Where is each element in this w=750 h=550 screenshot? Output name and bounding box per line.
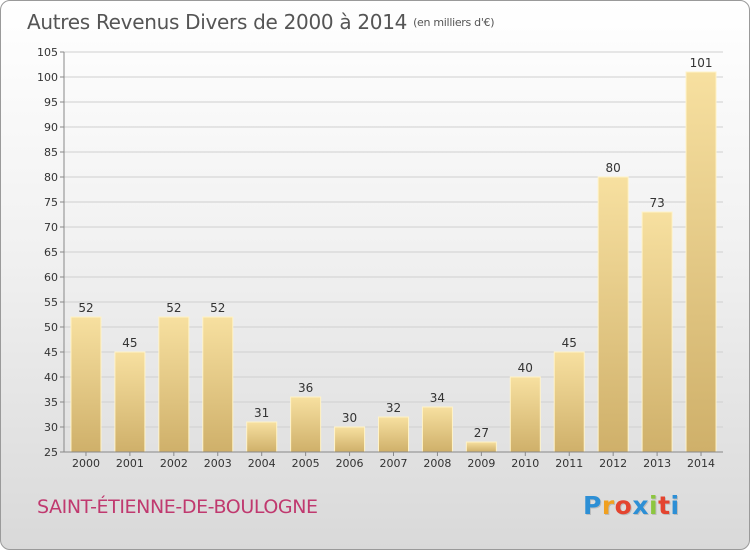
data-label: 73: [649, 196, 664, 210]
data-label: 52: [166, 301, 181, 315]
data-label: 80: [606, 161, 621, 175]
data-label: 36: [298, 381, 313, 395]
x-tick-label: 2011: [555, 457, 583, 470]
bar: [70, 316, 102, 453]
x-tick-label: 2010: [511, 457, 539, 470]
axes: [63, 52, 723, 456]
x-tick-label: 2002: [160, 457, 188, 470]
x-tick-label: 2005: [292, 457, 320, 470]
bar: [597, 176, 629, 453]
x-tick-label: 2008: [423, 457, 451, 470]
x-tick-label: 2004: [248, 457, 276, 470]
bar: [553, 351, 585, 453]
bar: [114, 351, 146, 453]
y-tick-label: 45: [44, 346, 58, 359]
bar: [685, 71, 717, 453]
bar: [158, 316, 190, 453]
y-tick-label: 30: [44, 421, 58, 434]
bar: [202, 316, 234, 453]
value-labels: 52 45 52 52 31 36 30 32 34 27 40 45 80 73 101: [78, 56, 712, 440]
y-tick-label: 70: [44, 221, 58, 234]
proxiti-logo: Proxiti: [583, 491, 680, 520]
bar: [334, 426, 366, 453]
chart-unit: (en milliers d'€): [413, 16, 495, 29]
bar: [421, 406, 453, 453]
x-tick-label: 2012: [599, 457, 627, 470]
y-tick-label: 95: [44, 96, 58, 109]
y-tick-label: 90: [44, 121, 58, 134]
x-tick-label: 2009: [467, 457, 495, 470]
bar: [465, 441, 497, 453]
y-tick-label: 50: [44, 321, 58, 334]
y-tick-label: 65: [44, 246, 58, 259]
commune-name: SAINT-ÉTIENNE-DE-BOULOGNE: [37, 496, 318, 518]
chart-title-text: Autres Revenus Divers de 2000 à 2014: [27, 10, 408, 34]
x-tick-label: 2000: [72, 457, 100, 470]
y-tick-label: 55: [44, 296, 58, 309]
data-label: 32: [386, 401, 401, 415]
y-tick-label: 60: [44, 271, 58, 284]
y-tick-label: 25: [44, 446, 58, 459]
y-tick-label: 35: [44, 396, 58, 409]
bar: [378, 416, 409, 453]
x-tick-label: 2001: [116, 457, 144, 470]
data-label: 45: [562, 336, 577, 350]
logo-letter: r: [601, 491, 615, 520]
bar: [246, 421, 278, 453]
logo-letter: i: [649, 491, 659, 520]
data-label: 40: [518, 361, 533, 375]
data-label: 27: [474, 426, 489, 440]
y-tick-label: 85: [44, 146, 58, 159]
logo-letter: x: [632, 491, 649, 520]
x-tick-label: 2006: [336, 457, 364, 470]
chart-title: Autres Revenus Divers de 2000 à 2014 (en …: [27, 10, 495, 34]
logo-letter: P: [583, 491, 602, 520]
y-tick-label: 75: [44, 196, 58, 209]
y-tick-label: 40: [44, 371, 58, 384]
data-label: 34: [430, 391, 445, 405]
logo-letter: t: [658, 491, 671, 520]
logo-letter: o: [614, 491, 633, 520]
data-label: 52: [78, 301, 93, 315]
x-tick-label: 2013: [643, 457, 671, 470]
data-label: 30: [342, 411, 357, 425]
y-tick-label: 100: [37, 71, 58, 84]
x-tick-label: 2014: [687, 457, 715, 470]
x-tick-labels: 2000 2001 2002 2003 2004 2005 2006 2007 2008 2009…: [72, 457, 715, 470]
x-tick-label: 2007: [380, 457, 408, 470]
bar: [641, 211, 673, 453]
bar: [509, 376, 541, 453]
bars: [70, 71, 717, 453]
data-label: 52: [210, 301, 225, 315]
y-tick-label: 80: [44, 171, 58, 184]
y-tick-labels: 25 30 35 40 45 50 55 60 65 70 75 80 85 90 95 100 105: [37, 46, 58, 459]
bar: [290, 396, 322, 453]
data-label: 31: [254, 406, 269, 420]
y-tick-label: 105: [37, 46, 58, 59]
data-label: 101: [690, 56, 713, 70]
x-tick-label: 2003: [204, 457, 232, 470]
logo-letter: i: [670, 491, 680, 520]
data-label: 45: [122, 336, 137, 350]
